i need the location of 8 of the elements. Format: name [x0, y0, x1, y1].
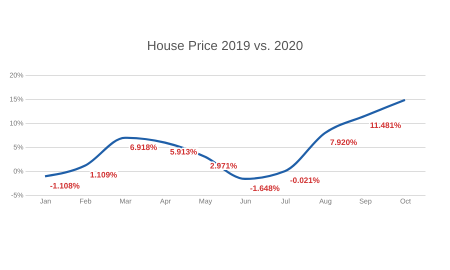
chart-title: House Price 2019 vs. 2020 [146, 38, 304, 53]
data-label: 11.481% [370, 120, 402, 130]
data-label: 1.109% [90, 170, 118, 180]
data-label: 7.920% [330, 138, 358, 147]
data-label: -0.021% [290, 176, 320, 186]
data-label: -1.108% [50, 181, 80, 190]
data-label: -1.648% [250, 184, 280, 193]
data-label: 6.918% [130, 142, 158, 152]
